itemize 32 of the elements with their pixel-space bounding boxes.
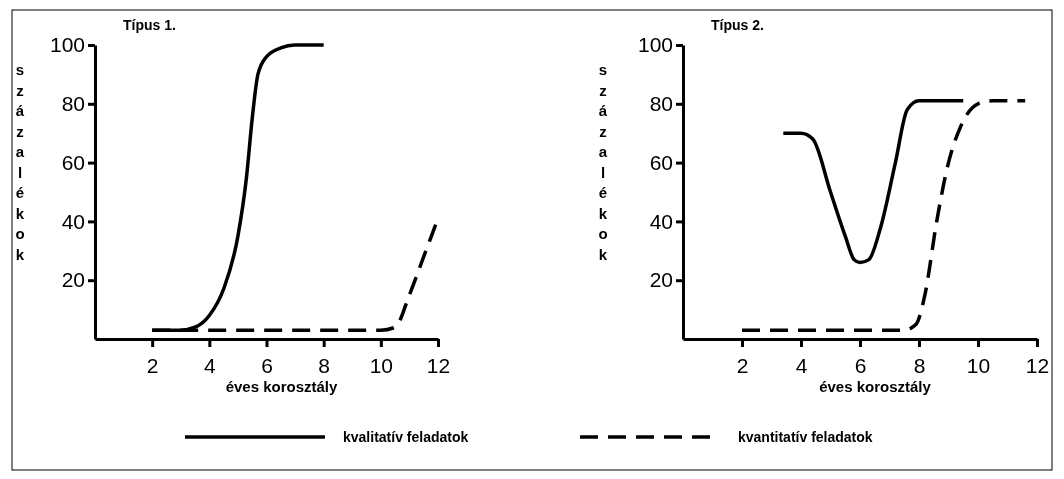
x-tick-label: 12 <box>426 354 451 378</box>
x-tick-label: 6 <box>261 354 273 378</box>
text: kvantitatív feladatok <box>738 429 873 445</box>
x-tick-label: 2 <box>146 354 159 378</box>
x-tick-label: 10 <box>966 354 991 378</box>
x-tick-label: 4 <box>203 354 216 378</box>
x-tick-label: 12 <box>1025 354 1050 378</box>
chart-title: Típus 2. <box>711 17 764 33</box>
y-tick-label: 100 <box>49 33 85 57</box>
x-tick-label: 4 <box>795 354 808 378</box>
x-axis-title: éves korosztály <box>819 378 932 395</box>
x-tick-label: 8 <box>913 354 926 378</box>
x-tick-label: 10 <box>369 354 394 378</box>
text: százalékok <box>598 61 608 263</box>
y-tick-label: 20 <box>649 268 673 292</box>
x-axis-title: éves korosztály <box>225 378 339 395</box>
chart-title: Típus 1. <box>123 17 176 33</box>
x-tick-label: 8 <box>318 354 331 378</box>
y-tick-label: 80 <box>61 92 85 116</box>
y-tick-label: 60 <box>649 150 673 174</box>
text: százalékok <box>15 61 25 263</box>
line-series <box>781 99 965 265</box>
y-tick-label: 100 <box>637 33 673 57</box>
y-tick-label: 80 <box>649 92 673 116</box>
y-tick-label: 40 <box>61 209 85 233</box>
x-tick-label: 6 <box>854 354 867 378</box>
y-tick-label: 40 <box>649 209 673 233</box>
x-tick-label: 2 <box>736 354 749 378</box>
y-tick-label: 60 <box>61 150 85 174</box>
line-series <box>740 99 1027 332</box>
y-tick-label: 20 <box>61 268 85 292</box>
text: kvalitatív feladatok <box>343 429 469 445</box>
